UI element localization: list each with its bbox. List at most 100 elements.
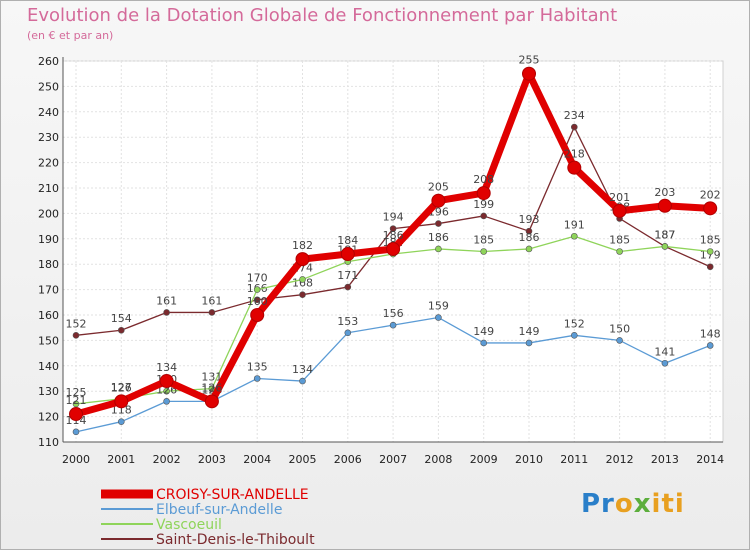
data-label: 255 (519, 54, 540, 67)
data-point (72, 332, 80, 339)
data-label: 182 (292, 239, 313, 252)
data-point (435, 314, 442, 321)
x-tick-label: 2001 (107, 453, 135, 466)
data-label: 126 (111, 381, 132, 394)
data-label: 193 (519, 213, 540, 226)
data-point (706, 263, 714, 271)
y-tick-label: 170 (38, 284, 59, 297)
data-label: 149 (519, 325, 540, 338)
proxiti-logo: Proxiti (581, 489, 685, 519)
data-label: 203 (654, 186, 675, 199)
x-tick-label: 2007 (379, 453, 407, 466)
data-point (250, 308, 265, 322)
data-label: 208 (473, 173, 494, 186)
data-label: 121 (66, 394, 87, 407)
y-tick-label: 180 (38, 258, 59, 271)
y-tick-label: 160 (38, 309, 59, 322)
data-point (340, 247, 355, 262)
data-label: 187 (654, 228, 675, 241)
x-tick-label: 2006 (334, 453, 362, 466)
data-point (386, 241, 401, 256)
data-label: 234 (564, 109, 585, 122)
x-tick-label: 2012 (606, 453, 634, 466)
data-label: 149 (473, 325, 494, 338)
chart-subtitle: (en € et par an) (27, 29, 114, 42)
data-label: 134 (292, 363, 313, 376)
data-point (706, 248, 714, 255)
data-label: 154 (111, 312, 132, 325)
data-label: 170 (247, 272, 268, 285)
y-tick-label: 240 (38, 106, 59, 119)
data-point (661, 359, 669, 367)
data-point (344, 329, 352, 337)
data-point (525, 339, 533, 347)
data-point (706, 342, 714, 349)
x-tick-label: 2008 (424, 453, 452, 466)
data-point (522, 66, 536, 81)
data-point (616, 337, 623, 344)
data-point (703, 201, 718, 216)
data-label: 131 (201, 371, 222, 384)
data-label: 168 (292, 277, 313, 290)
x-tick-label: 2014 (696, 453, 724, 466)
data-label: 185 (700, 234, 721, 247)
data-label: 125 (66, 386, 87, 399)
data-point (118, 326, 125, 334)
y-tick-label: 190 (38, 233, 59, 246)
data-point (657, 198, 672, 213)
x-tick-label: 2005 (289, 453, 317, 466)
data-label: 179 (700, 249, 721, 262)
data-point (570, 232, 578, 240)
data-label: 205 (428, 181, 449, 194)
data-label: 185 (609, 234, 630, 247)
data-label: 187 (654, 228, 675, 241)
data-point (204, 394, 219, 409)
data-label: 184 (337, 234, 358, 247)
x-tick-label: 2000 (62, 453, 90, 466)
data-label: 186 (383, 229, 404, 242)
data-point (69, 407, 83, 422)
data-label: 161 (156, 294, 177, 307)
data-point (616, 248, 623, 255)
data-label: 161 (201, 294, 222, 307)
data-point (295, 252, 310, 267)
legend-label: Elbeuf-sur-Andelle (156, 502, 282, 518)
y-tick-label: 230 (38, 131, 59, 144)
data-point (480, 212, 488, 220)
data-label: 160 (247, 295, 268, 308)
data-label: 135 (247, 361, 268, 374)
data-label: 185 (473, 234, 494, 247)
y-tick-label: 210 (38, 182, 59, 195)
y-tick-label: 220 (38, 157, 59, 170)
data-label: 118 (111, 404, 132, 417)
data-point (163, 398, 170, 405)
data-point (72, 428, 80, 436)
data-point (163, 309, 170, 316)
data-point (299, 291, 306, 298)
x-tick-label: 2013 (651, 453, 679, 466)
legend-label: Saint-Denis-le-Thiboult (156, 532, 315, 548)
data-label: 150 (609, 322, 630, 335)
x-tick-label: 2003 (198, 453, 226, 466)
data-label: 126 (201, 381, 222, 394)
data-point (159, 374, 174, 389)
data-label: 159 (428, 300, 449, 313)
legend-label: Vascoeuil (156, 517, 222, 533)
y-tick-label: 200 (38, 207, 59, 220)
data-label: 199 (473, 198, 494, 211)
data-point (253, 286, 261, 293)
data-point (476, 186, 491, 201)
data-label: 156 (383, 307, 404, 320)
data-point (570, 123, 578, 131)
data-point (299, 276, 306, 283)
data-point (389, 225, 397, 232)
data-point (480, 339, 488, 347)
data-point (389, 321, 397, 329)
data-point (435, 245, 442, 253)
data-point (118, 418, 125, 425)
data-point (208, 309, 216, 316)
data-label: 186 (428, 231, 449, 244)
data-point (435, 220, 442, 227)
